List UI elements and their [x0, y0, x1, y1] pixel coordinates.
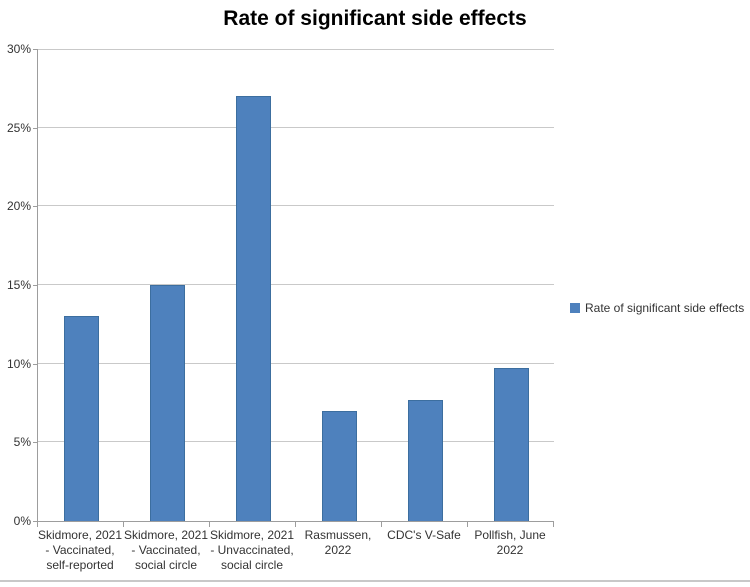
chart-title: Rate of significant side effects — [223, 7, 527, 30]
y-tick-mark — [33, 521, 37, 522]
legend-marker-icon — [570, 303, 580, 313]
gridline — [38, 205, 554, 207]
x-tick-mark — [381, 522, 382, 527]
y-tick-label: 5% — [13, 435, 31, 450]
x-tick-mark — [295, 522, 296, 527]
y-tick-label: 10% — [6, 356, 31, 371]
plot-area — [37, 49, 554, 522]
x-axis-label: Pollfish, June 2022 — [474, 528, 546, 557]
x-tick-mark — [553, 522, 554, 527]
bar — [407, 400, 443, 521]
y-tick-label: 0% — [13, 514, 31, 528]
x-tick-mark — [123, 522, 124, 527]
x-tick-mark — [209, 522, 210, 527]
y-tick-label: 15% — [6, 278, 31, 292]
x-axis-label: Skidmore, 2021 - Vaccinated, social circ… — [123, 528, 209, 572]
x-axis-label: Skidmore, 2021 - Unvaccinated, social ci… — [209, 528, 295, 572]
gridline — [38, 441, 554, 443]
gridline — [38, 362, 554, 364]
y-tick-mark — [33, 127, 37, 129]
x-axis-label: Rasmussen, 2022 — [304, 528, 372, 557]
y-tick-label: 20% — [6, 199, 31, 214]
x-tick-mark — [467, 522, 468, 527]
bar — [321, 411, 357, 521]
legend-label: Rate of significant side effects — [585, 301, 745, 315]
x-tick-mark — [37, 522, 38, 527]
y-tick-mark — [33, 363, 37, 365]
gridline — [38, 49, 554, 50]
bar — [235, 96, 271, 521]
x-axis-label: Skidmore, 2021 - Vaccinated, self-report… — [37, 528, 123, 572]
y-tick-mark — [33, 442, 37, 444]
y-tick-label: 25% — [6, 120, 31, 135]
y-tick-mark — [33, 49, 37, 50]
y-tick-mark — [33, 285, 37, 286]
gridline — [38, 284, 554, 285]
legend: Rate of significant side effects — [570, 301, 744, 315]
image-bottom-edge — [0, 580, 750, 582]
y-tick-label: 30% — [6, 42, 31, 56]
y-tick-mark — [33, 206, 37, 208]
bar — [149, 285, 185, 521]
gridline — [38, 126, 554, 128]
bar — [63, 316, 99, 521]
x-axis-label: CDC's V-Safe — [387, 528, 461, 542]
bar — [493, 368, 529, 521]
